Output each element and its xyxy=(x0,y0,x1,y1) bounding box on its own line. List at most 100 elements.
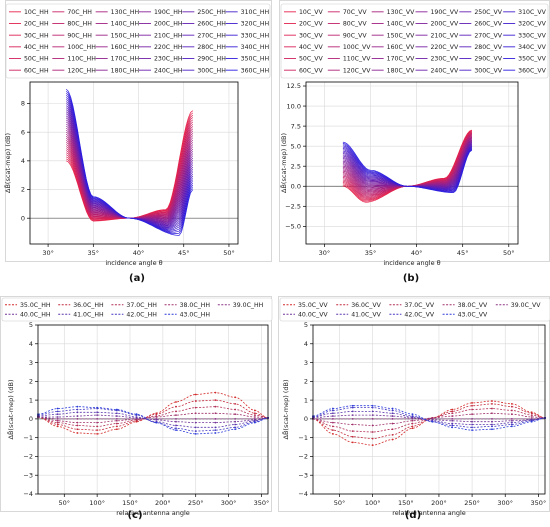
series-line xyxy=(313,414,544,423)
x-tick-label: 250° xyxy=(188,499,204,507)
data-point xyxy=(234,402,237,405)
legend-item: 36.0C_HH xyxy=(58,302,104,309)
legend-box xyxy=(279,297,550,322)
legend-label: 180C_VV xyxy=(387,67,415,74)
data-point xyxy=(331,421,334,424)
y-tick-label: 0 xyxy=(304,415,308,423)
legend-item: 100C_VV xyxy=(327,44,371,51)
legend-item: 120C_HH xyxy=(52,67,96,74)
data-point xyxy=(76,421,79,424)
data-point xyxy=(175,401,177,403)
data-point xyxy=(530,414,533,417)
legend-item: 190C_HH xyxy=(139,9,183,16)
x-axis-label: incidence angle θ xyxy=(383,259,440,267)
data-point xyxy=(351,435,354,438)
data-point xyxy=(253,409,256,412)
x-axis-ticks: 50° 100° 150° 200° 250° 300° 350° xyxy=(59,494,269,507)
legend-label: 140C_HH xyxy=(111,21,140,28)
legend-label: 280C_HH xyxy=(197,44,226,51)
legend-item: 300C_VV xyxy=(459,67,503,74)
legend-label: 10C_HH xyxy=(24,9,49,16)
data-point xyxy=(56,423,59,426)
panel-label: (c) xyxy=(127,510,142,521)
legend: 10C_VV 20C_VV 30C_VV 40C_VV 50C_VV 60C_VV 70C_… xyxy=(280,3,549,79)
data-point xyxy=(194,426,197,429)
data-point xyxy=(371,417,374,420)
axes-frame xyxy=(37,324,269,495)
legend-label: 310C_HH xyxy=(241,9,270,16)
data-point xyxy=(214,429,217,432)
legend-item: 35.0C_HH xyxy=(5,302,51,309)
x-tick-label: 100° xyxy=(365,499,381,507)
data-point xyxy=(175,424,177,427)
data-point xyxy=(194,400,197,402)
data-point xyxy=(115,419,118,422)
panel-label: (b) xyxy=(403,273,419,284)
data-point xyxy=(175,420,177,423)
legend-item: 20C_VV xyxy=(284,21,324,28)
data-point xyxy=(234,417,237,420)
panel-d: 50° 100° 150° 200° 250° 300° 350° −4 −3 −2 −1 0 1 2 3 4… xyxy=(278,296,550,521)
legend-label: 40.0C_HH xyxy=(20,311,51,318)
data-point xyxy=(451,408,454,411)
legend-label: 200C_VV xyxy=(431,21,459,28)
legend-label: 210C_HH xyxy=(154,32,183,39)
legend-item: 180C_VV xyxy=(371,67,415,74)
data-point xyxy=(491,402,493,405)
data-point xyxy=(331,417,334,420)
y-tick-label: 7.5 xyxy=(291,122,301,130)
data-point xyxy=(194,433,197,435)
data-point xyxy=(371,406,374,409)
legend-item: 240C_VV xyxy=(415,67,459,74)
data-point xyxy=(234,408,237,411)
data-point xyxy=(214,417,217,420)
data-point xyxy=(391,433,394,436)
legend-label: 60C_VV xyxy=(299,67,324,74)
data-point xyxy=(471,420,473,423)
data-point xyxy=(96,425,99,428)
legend-label: 220C_VV xyxy=(431,44,459,51)
panel-b: WRAD30°35°40°45°50°−5.0−2.50.02.55.07.51… xyxy=(279,0,550,284)
legend-label: 350C_HH xyxy=(241,56,270,63)
panel-label: (d) xyxy=(405,510,421,521)
series-line xyxy=(37,408,267,432)
data-point xyxy=(96,406,99,409)
data-point xyxy=(391,407,394,410)
data-point xyxy=(351,404,354,407)
legend-label: 110C_VV xyxy=(343,56,371,63)
y-tick-label: 4 xyxy=(21,157,25,165)
x-axis-ticks: 30° 35° 40° 45° 50° xyxy=(319,244,515,257)
legend-label: 40C_VV xyxy=(299,44,324,51)
data-point xyxy=(411,427,414,430)
y-tick-label: 1 xyxy=(304,396,308,404)
data-point xyxy=(371,424,374,427)
data-point xyxy=(510,417,513,420)
data-point xyxy=(530,412,533,415)
data-point xyxy=(391,422,394,425)
x-tick-label: 30° xyxy=(319,249,331,257)
legend-label: 35.0C_HH xyxy=(20,302,51,309)
legend-item: 120C_VV xyxy=(327,67,371,74)
legend-item: 30C_VV xyxy=(284,32,324,39)
data-point xyxy=(491,428,493,431)
legend-item: 270C_VV xyxy=(459,32,503,39)
x-tick-label: 45° xyxy=(457,249,469,257)
data-point xyxy=(175,427,177,430)
x-tick-label: 45° xyxy=(178,249,190,257)
data-point xyxy=(510,409,513,412)
x-tick-label: 350° xyxy=(531,499,547,507)
data-point xyxy=(351,423,354,426)
data-point xyxy=(331,425,334,428)
data-point xyxy=(253,421,256,424)
legend-item: 170C_VV xyxy=(371,56,415,63)
data-point xyxy=(56,425,59,428)
data-point xyxy=(115,425,118,428)
legend-label: 190C_HH xyxy=(154,9,183,16)
y-axis-label: ΔB̄(scat-mep) (dB) xyxy=(279,133,288,193)
data-point xyxy=(391,415,394,417)
series-line xyxy=(342,139,473,187)
legend-label: 180C_HH xyxy=(111,67,140,74)
legend-item: 30C_HH xyxy=(9,32,49,39)
data-point xyxy=(491,423,493,426)
data-point xyxy=(115,408,118,411)
